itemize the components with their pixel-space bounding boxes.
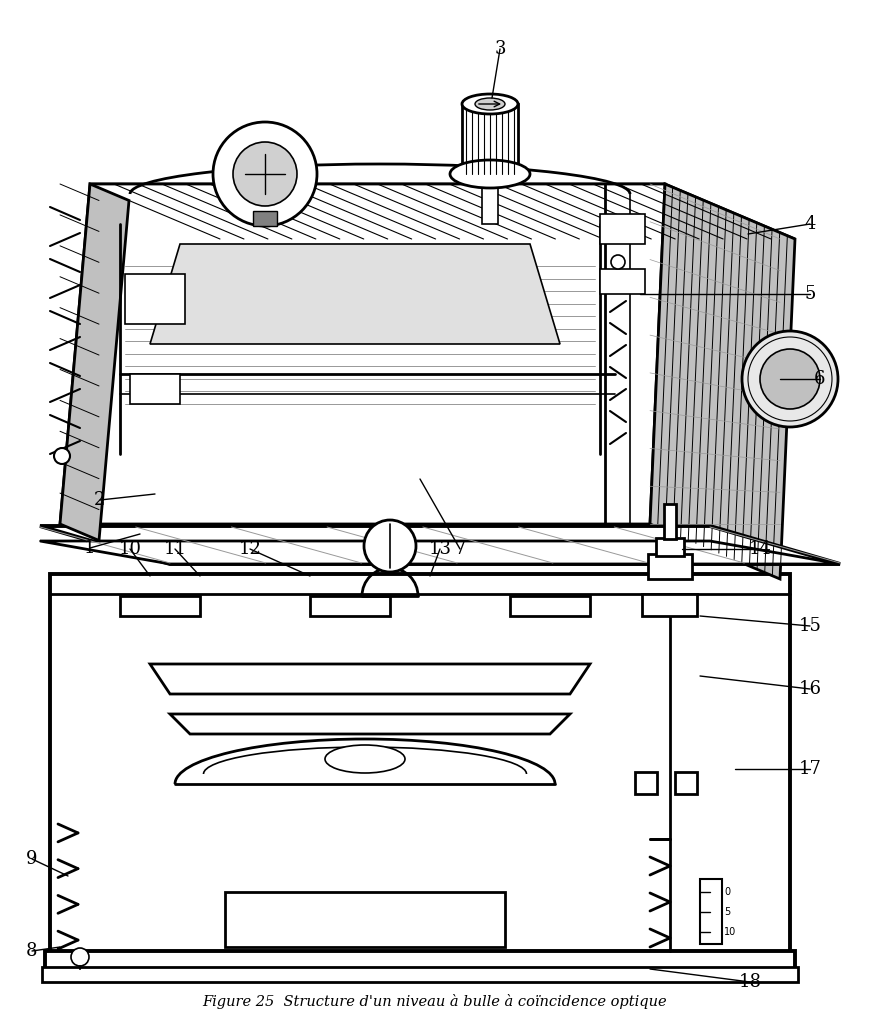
Text: 1: 1 bbox=[84, 539, 96, 557]
Bar bbox=[129, 374, 180, 404]
Bar bbox=[647, 554, 691, 579]
Text: 6: 6 bbox=[813, 370, 825, 388]
Bar bbox=[674, 772, 696, 794]
Circle shape bbox=[213, 122, 316, 226]
Text: 18: 18 bbox=[738, 973, 760, 991]
Text: 7: 7 bbox=[454, 540, 465, 558]
Bar bbox=[253, 211, 276, 226]
Circle shape bbox=[233, 142, 296, 206]
Text: 17: 17 bbox=[798, 760, 820, 778]
Bar bbox=[225, 892, 504, 947]
Bar bbox=[663, 504, 675, 539]
Text: 13: 13 bbox=[428, 540, 451, 558]
Circle shape bbox=[71, 948, 89, 966]
Circle shape bbox=[610, 255, 624, 269]
Circle shape bbox=[741, 331, 837, 427]
Circle shape bbox=[760, 349, 819, 409]
Polygon shape bbox=[60, 184, 129, 541]
Polygon shape bbox=[169, 714, 569, 734]
Bar bbox=[641, 594, 696, 616]
Bar bbox=[600, 269, 644, 294]
Polygon shape bbox=[149, 664, 589, 694]
Bar bbox=[309, 596, 389, 616]
Ellipse shape bbox=[474, 98, 504, 110]
Text: 16: 16 bbox=[798, 680, 820, 698]
Text: 10: 10 bbox=[723, 927, 735, 937]
Text: 5: 5 bbox=[723, 907, 729, 918]
Text: 15: 15 bbox=[798, 617, 820, 635]
Circle shape bbox=[363, 520, 415, 572]
Text: 2: 2 bbox=[94, 490, 105, 509]
Bar bbox=[481, 169, 497, 224]
Bar bbox=[120, 596, 200, 616]
Circle shape bbox=[54, 449, 70, 464]
Text: 12: 12 bbox=[238, 540, 262, 558]
Polygon shape bbox=[90, 184, 794, 239]
Polygon shape bbox=[649, 184, 794, 579]
Text: 14: 14 bbox=[747, 540, 771, 558]
Bar bbox=[634, 772, 656, 794]
Polygon shape bbox=[60, 184, 664, 524]
Polygon shape bbox=[149, 244, 560, 344]
Text: 8: 8 bbox=[26, 942, 37, 959]
Text: 10: 10 bbox=[118, 540, 142, 558]
Bar bbox=[509, 596, 589, 616]
Bar bbox=[125, 274, 185, 324]
Polygon shape bbox=[40, 541, 839, 564]
Text: 5: 5 bbox=[803, 285, 815, 303]
Ellipse shape bbox=[325, 745, 405, 773]
Bar bbox=[50, 574, 789, 969]
Text: 4: 4 bbox=[803, 215, 815, 233]
Text: Figure 25  Structure d'un niveau à bulle à coïncidence optique: Figure 25 Structure d'un niveau à bulle … bbox=[202, 994, 667, 1010]
Bar bbox=[45, 951, 794, 969]
Bar bbox=[655, 538, 683, 556]
Bar bbox=[600, 214, 644, 244]
Polygon shape bbox=[40, 526, 839, 564]
Text: 3: 3 bbox=[494, 40, 505, 58]
Text: 11: 11 bbox=[163, 540, 186, 558]
Bar bbox=[700, 879, 721, 944]
Ellipse shape bbox=[449, 160, 529, 188]
Bar bbox=[42, 967, 797, 982]
Text: 0: 0 bbox=[723, 887, 729, 897]
Text: 9: 9 bbox=[26, 850, 37, 868]
Ellipse shape bbox=[461, 94, 517, 114]
Bar bbox=[461, 104, 517, 174]
